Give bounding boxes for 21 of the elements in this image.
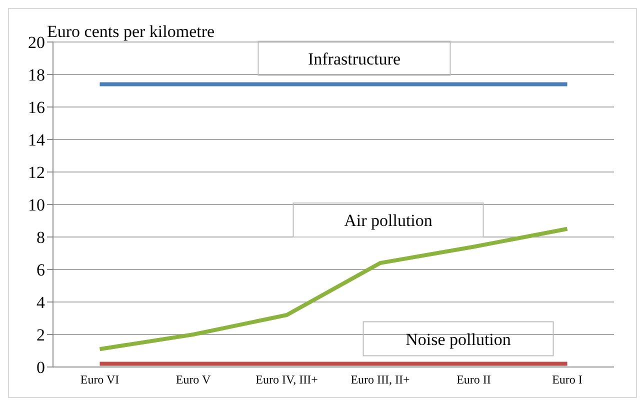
x-tick-label: Euro III, II+ (350, 372, 410, 387)
series-label: Infrastructure (308, 49, 401, 68)
y-tick-label: 14 (28, 130, 46, 150)
x-tick-label: Euro VI (80, 372, 120, 387)
x-tick-label: Euro V (176, 372, 211, 387)
y-tick-label: 2 (36, 326, 45, 345)
x-tick-label: Euro IV, III+ (256, 372, 318, 387)
y-tick-label: 20 (28, 33, 45, 52)
y-tick-label: 12 (28, 163, 45, 182)
y-tick-label: 10 (28, 196, 45, 215)
y-tick-label: 8 (36, 228, 45, 248)
y-tick-label: 0 (36, 358, 45, 378)
y-tick-label: 6 (36, 260, 45, 280)
y-tick-label: 4 (36, 293, 46, 312)
y-tick-label: 18 (28, 66, 45, 85)
x-tick-label: Euro I (552, 372, 582, 387)
y-tick-label: 16 (28, 98, 45, 118)
y-axis-title: Euro cents per kilometre (47, 22, 215, 41)
series-label: Air pollution (344, 211, 433, 230)
x-tick-label: Euro II (456, 372, 491, 387)
series-label: Noise pollution (406, 330, 512, 349)
